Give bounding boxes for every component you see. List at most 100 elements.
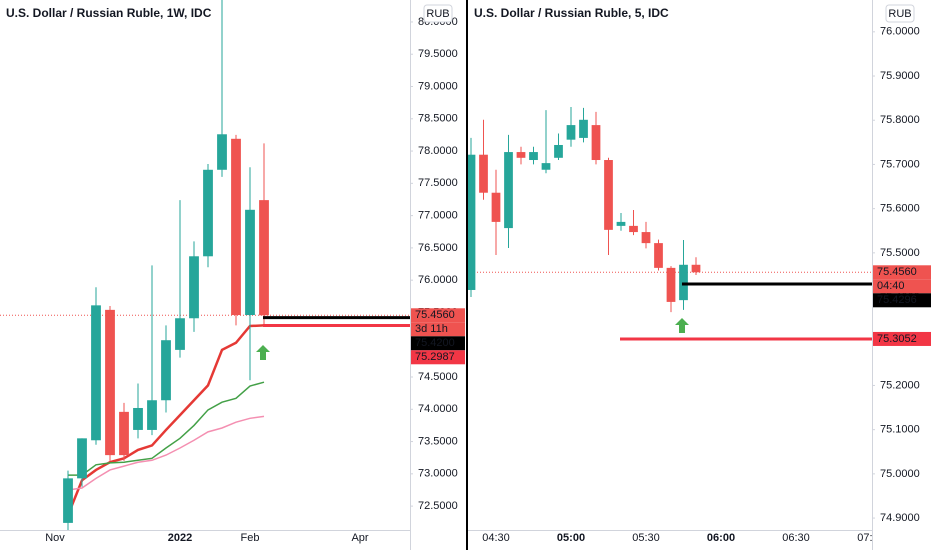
chart-title: U.S. Dollar / Russian Ruble, 1W, IDC [6,6,212,20]
level-label: 75.4296 [877,294,917,306]
candle-body [245,209,255,316]
arrow-icon [675,318,689,333]
level-label: 75.4200 [415,337,455,349]
candle-body [119,411,129,456]
last-price-label: 75.4560 [415,309,455,321]
y-tick-label: 77.5000 [418,177,458,189]
candle-body [161,340,171,401]
candle-body [529,152,538,161]
candle-body [654,243,663,268]
currency-badge [885,4,915,23]
x-tick-label: 04:30 [482,532,510,544]
y-tick-label: 75.1000 [880,424,920,436]
last-price-label: 75.4560 [877,266,917,278]
y-tick-label: 74.5000 [418,371,458,383]
x-tick-label: 06:00 [707,532,735,544]
chart-title: U.S. Dollar / Russian Ruble, 5, IDC [474,6,669,20]
y-tick-label: 78.5000 [418,113,458,125]
candle-body [679,264,688,301]
candle-body [616,221,626,226]
y-tick-label: 75.9000 [880,70,920,82]
y-tick-label: 75.0000 [880,468,920,480]
price-axis [410,0,466,550]
countdown: 04:40 [877,280,905,292]
candle-body [147,400,157,430]
moving-average [66,324,265,516]
countdown-box [873,279,931,294]
level-label: 75.2987 [415,351,455,363]
x-tick-label: Apr [351,532,368,544]
currency-badge [423,4,453,23]
plot: 04:30 05:00 05:30 06:00 06:30 07:0074.900075.… [468,0,932,550]
y-tick-label: 75.5000 [880,247,920,259]
x-tick-label: 05:30 [632,532,660,544]
candle-body [77,438,87,479]
y-tick-label: 73.0000 [418,468,458,480]
plot-area [0,0,410,530]
y-tick-label: 78.0000 [418,145,458,157]
candle-body [629,225,638,233]
plot-area [468,106,872,341]
y-tick-label: 75.8000 [880,114,920,126]
x-tick-label: 2022 [168,532,192,544]
y-tick-label: 75.7000 [880,158,920,170]
candle-body [516,152,526,158]
currency: RUB [888,8,911,20]
y-tick-label: 79.0000 [418,80,458,92]
candle-body [554,144,563,158]
y-tick-label: 76.0000 [418,274,458,286]
y-tick-label: 73.5000 [418,435,458,447]
arrow-icon [256,345,270,360]
candle-body [491,192,501,222]
x-tick-label: 05:00 [557,532,585,544]
candle-body [566,125,576,140]
moving-average [67,415,265,491]
candle-body [231,138,241,316]
moving-average [68,381,265,476]
candle-body [468,154,476,290]
candle-body [133,407,143,430]
candle-body [504,152,513,229]
candle-body [691,264,701,273]
candle-body [175,318,185,350]
candle-body [203,169,213,257]
y-tick-label: 74.0000 [418,403,458,415]
candle-body [479,154,488,193]
candle-body [259,200,269,316]
currency: RUB [426,8,449,20]
countdown-box [411,322,465,337]
candle-body [105,309,115,456]
level-label-box [411,350,465,365]
y-tick-label: 76.5000 [418,242,458,254]
candle-body [591,125,601,161]
x-tick-label: 06:30 [782,532,810,544]
level-label-box [873,293,931,308]
level-label-box [873,331,931,346]
y-tick-label: 79.5000 [418,48,458,60]
candle-body [641,232,651,244]
candle-body [579,119,588,138]
candle-body [189,256,199,319]
candle-body [666,267,676,302]
candle-body [63,478,73,523]
y-tick-label: 75.2000 [880,379,920,391]
y-tick-label: 72.5000 [418,500,458,512]
y-tick-label: 74.9000 [880,512,920,524]
y-tick-label: 77.0000 [418,210,458,222]
y-tick-label: 76.0000 [880,26,920,38]
level-label: 75.3052 [877,333,917,345]
last-price-label-box [873,265,931,280]
y-tick-label: 75.6000 [880,203,920,215]
candle-body [91,305,101,441]
x-tick-label: Nov [45,532,65,544]
candle-body [217,134,227,170]
last-price-label-box [411,308,465,323]
countdown: 3d 11h [415,323,448,335]
level-label-box [411,336,465,351]
candle-body [604,160,613,230]
candle-body [541,163,551,170]
plot: Nov 2022 Feb Apr 72.5000 73.0000 73.5000 74.000… [0,0,466,550]
x-tick-label: Feb [241,532,260,544]
